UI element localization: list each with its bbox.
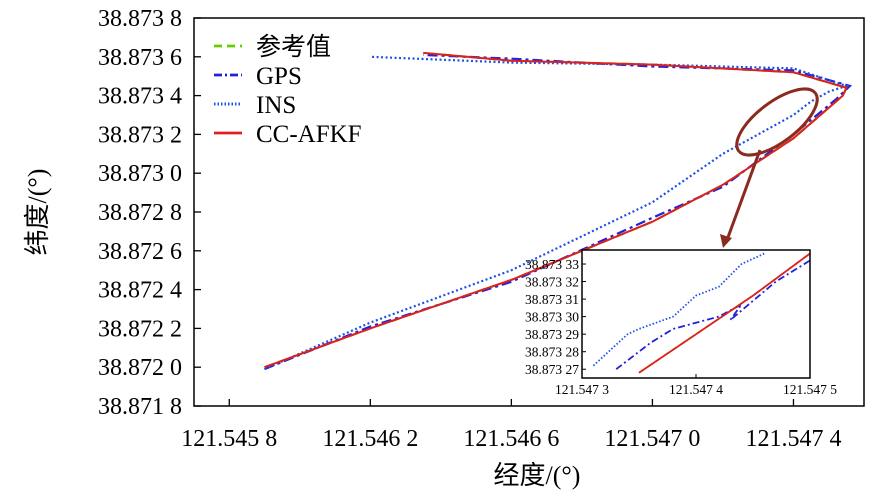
y-tick-label: 38.872 0 xyxy=(98,355,182,381)
legend-label-3: CC-AFKF xyxy=(256,121,362,148)
inset-x-tick-label: 121.547 3 xyxy=(555,382,609,397)
inset-y-tick-label: 38.873 28 xyxy=(525,345,579,360)
series-line-1 xyxy=(264,53,853,371)
inset-y-tick-label: 38.873 27 xyxy=(525,362,579,377)
y-tick-label: 38.873 2 xyxy=(98,122,182,148)
inset-x-ticks: 121.547 3 121.547 4 121.547 5 xyxy=(555,374,837,397)
legend-label-2: INS xyxy=(256,92,296,119)
y-tick-label: 38.872 6 xyxy=(98,239,182,265)
x-tick-label: 121.545 8 xyxy=(181,426,277,452)
inset-x-tick-label: 121.547 4 xyxy=(669,382,723,397)
inset-chart: 38.873 27 38.873 28 38.873 29 38.873 30 38.8… xyxy=(525,249,837,397)
y-tick-label: 38.873 4 xyxy=(98,84,182,110)
x-tick-label: 121.547 4 xyxy=(745,426,841,452)
inset-y-tick-label: 38.873 32 xyxy=(525,275,579,290)
inset-y-tick-label: 38.873 30 xyxy=(525,310,579,325)
legend-label-1: GPS xyxy=(256,63,302,90)
y-tick-label: 38.871 8 xyxy=(98,394,182,420)
x-axis-label: 经度/(°) xyxy=(494,461,581,490)
y-tick-label: 38.873 8 xyxy=(98,6,182,32)
zoom-highlight-ellipse xyxy=(735,87,819,157)
inset-series-group xyxy=(592,252,810,374)
zoom-arrow-head xyxy=(720,234,732,248)
inset-background xyxy=(582,250,810,378)
legend-label-0: 参考值 xyxy=(256,33,331,61)
y-tick-label: 38.873 6 xyxy=(98,45,182,71)
y-tick-label: 38.872 8 xyxy=(98,200,182,226)
inset-y-tick-label: 38.873 33 xyxy=(525,257,579,272)
x-tick-label: 121.547 0 xyxy=(604,426,700,452)
zoom-arrow-line xyxy=(725,149,762,241)
y-tick-label: 38.872 2 xyxy=(98,316,182,342)
main-series-group xyxy=(264,51,853,371)
x-tick-label: 121.546 2 xyxy=(322,426,418,452)
inset-y-tick-label: 38.873 29 xyxy=(525,327,579,342)
main-chart: 38.871 8 38.872 0 38.872 2 38.872 4 38.872 6… xyxy=(23,6,865,490)
y-axis-label: 纬度/(°) xyxy=(23,169,52,256)
main-y-ticks: 38.871 8 38.872 0 38.872 2 38.872 4 38.872 6… xyxy=(98,6,201,420)
inset-x-tick-label: 121.547 5 xyxy=(783,382,837,397)
y-tick-label: 38.873 0 xyxy=(98,161,182,187)
inset-series-line-3 xyxy=(638,252,810,374)
series-line-3 xyxy=(264,51,848,369)
inset-y-ticks: 38.873 27 38.873 28 38.873 29 38.873 30 38.8… xyxy=(525,257,586,377)
y-tick-label: 38.872 4 xyxy=(98,278,182,304)
inset-y-tick-label: 38.873 31 xyxy=(525,292,579,307)
x-tick-label: 121.546 6 xyxy=(463,426,559,452)
main-x-ticks: 121.545 8 121.546 2 121.546 6 121.547 0 121.… xyxy=(181,399,841,452)
